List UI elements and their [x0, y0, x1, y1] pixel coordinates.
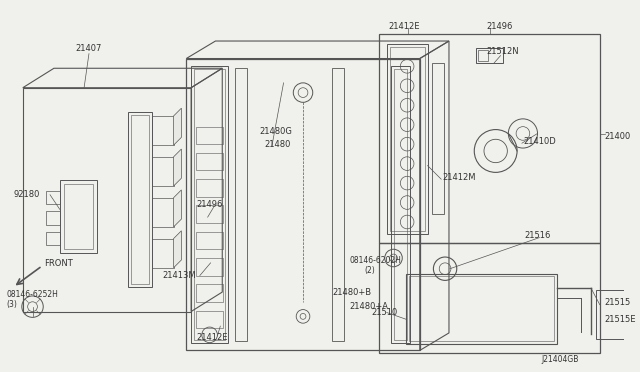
Text: 21480+B: 21480+B: [332, 288, 371, 296]
Bar: [128, 112, 152, 287]
Polygon shape: [173, 149, 181, 186]
Bar: [46, 232, 60, 246]
Bar: [63, 184, 93, 249]
Bar: [196, 205, 223, 223]
Text: 21480+A: 21480+A: [349, 302, 388, 311]
Bar: [409, 276, 554, 341]
Bar: [390, 47, 425, 231]
Bar: [194, 69, 225, 340]
Text: 21413M: 21413M: [162, 271, 196, 280]
Bar: [394, 69, 407, 340]
Text: 21410D: 21410D: [523, 137, 556, 146]
Bar: [46, 191, 60, 205]
Text: 21515E: 21515E: [605, 315, 636, 324]
Polygon shape: [173, 108, 181, 145]
Text: 21400: 21400: [605, 132, 631, 141]
Text: (3): (3): [6, 300, 17, 309]
Bar: [379, 243, 600, 353]
Bar: [196, 258, 223, 276]
Bar: [390, 66, 410, 343]
Bar: [478, 50, 488, 61]
Bar: [186, 58, 420, 350]
Bar: [332, 68, 344, 341]
Text: 21496: 21496: [486, 22, 512, 31]
Text: 21480: 21480: [264, 140, 291, 149]
Bar: [235, 68, 246, 341]
Bar: [476, 48, 504, 63]
Text: (2): (2): [364, 266, 375, 275]
Text: J21404GB: J21404GB: [541, 355, 579, 364]
Text: 21412E: 21412E: [196, 333, 227, 342]
Polygon shape: [173, 190, 181, 227]
Text: 21480G: 21480G: [259, 127, 292, 136]
Text: 21515: 21515: [605, 298, 631, 307]
Text: 21512N: 21512N: [486, 47, 518, 56]
Bar: [387, 44, 428, 234]
Text: 21412E: 21412E: [388, 22, 420, 31]
Bar: [196, 284, 223, 302]
Text: 08146-6252H: 08146-6252H: [6, 291, 58, 299]
Bar: [433, 63, 444, 214]
Text: 21510: 21510: [371, 308, 397, 317]
Bar: [191, 66, 228, 343]
Bar: [196, 126, 223, 144]
Text: 21516: 21516: [525, 231, 551, 240]
Polygon shape: [173, 231, 181, 268]
Bar: [196, 311, 223, 328]
Text: 21496: 21496: [196, 200, 222, 209]
Bar: [379, 34, 600, 243]
Bar: [596, 290, 625, 339]
Bar: [196, 232, 223, 249]
Text: 92180: 92180: [13, 190, 40, 199]
Bar: [131, 115, 149, 284]
Text: 21407: 21407: [76, 44, 102, 53]
Bar: [46, 211, 60, 225]
Text: FRONT: FRONT: [44, 259, 73, 268]
Bar: [60, 180, 97, 253]
Bar: [406, 273, 557, 344]
Bar: [196, 179, 223, 197]
Text: 21412M: 21412M: [442, 173, 476, 182]
Text: 08146-6202H: 08146-6202H: [349, 256, 401, 265]
Bar: [196, 153, 223, 170]
